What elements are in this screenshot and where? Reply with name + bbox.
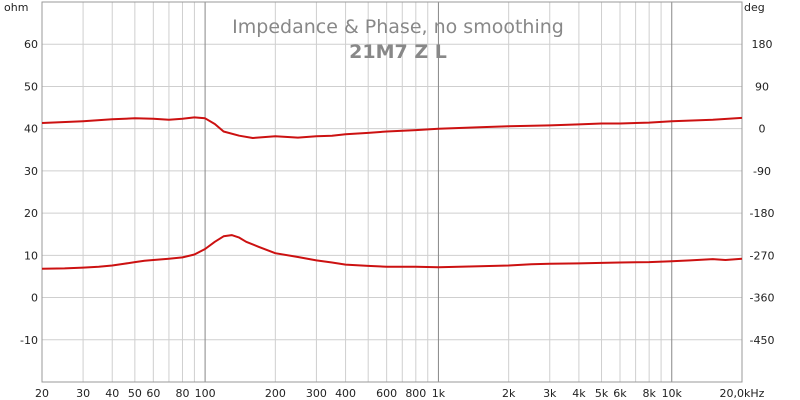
right-axis-unit: deg [744,1,765,14]
right-tick-label: -90 [753,165,771,178]
x-axis-ticks: 20 30 40 50 60 80 100 200 300 400 600 800 1k 2k 3k 4k 5k… [35,387,765,400]
left-tick-label: 60 [24,38,38,51]
x-tick-label: 20,0kHz [720,387,765,400]
left-tick-label: -10 [20,334,38,347]
x-tick-label: 4k [572,387,586,400]
x-tick-label: 60 [146,387,160,400]
left-tick-label: 10 [24,249,38,262]
left-tick-label: 0 [31,292,38,305]
x-tick-label: 10k [662,387,683,400]
x-tick-label: 40 [105,387,119,400]
series-layer [41,116,743,270]
right-tick-label: -450 [750,334,775,347]
x-tick-label: 100 [195,387,216,400]
x-tick-label: 400 [335,387,356,400]
left-tick-label: 20 [24,207,38,220]
x-tick-label: 5k [595,387,609,400]
right-tick-label: 90 [755,80,769,93]
left-tick-label: 50 [24,80,38,93]
grid [42,2,742,382]
x-tick-label: 6k [613,387,627,400]
x-tick-label: 200 [265,387,286,400]
right-tick-label: 180 [752,38,773,51]
impedance-trace [41,234,743,270]
x-tick-label: 30 [76,387,90,400]
x-tick-label: 20 [35,387,49,400]
chart-title: Impedance & Phase, no smoothing [232,16,564,38]
x-tick-label: 600 [376,387,397,400]
x-tick-label: 300 [306,387,327,400]
right-axis-ticks: 180 90 0 -90 -180 -270 -360 -450 [750,38,775,347]
x-tick-label: 1k [432,387,446,400]
x-tick-label: 2k [502,387,516,400]
chart-subtitle: 21M7 Z L [349,41,447,63]
left-tick-label: 40 [24,123,38,136]
left-tick-label: 30 [24,165,38,178]
x-tick-label: 80 [175,387,189,400]
phase-trace [41,116,743,139]
x-tick-label: 3k [543,387,557,400]
x-tick-label: 8k [642,387,656,400]
right-tick-label: -270 [750,249,775,262]
left-axis-unit: ohm [4,1,28,14]
right-tick-label: -360 [750,292,775,305]
x-tick-label: 50 [128,387,142,400]
plot-frame [41,1,743,383]
left-axis-ticks: 60 50 40 30 20 10 0 -10 [20,38,38,347]
right-tick-label: 0 [759,123,766,136]
x-tick-label: 800 [405,387,426,400]
right-tick-label: -180 [750,207,775,220]
